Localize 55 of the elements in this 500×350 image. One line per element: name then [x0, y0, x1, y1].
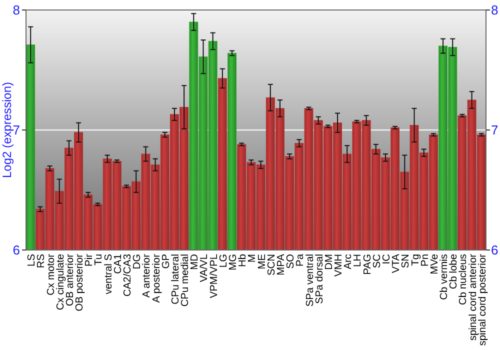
- x-tick-label: ME: [256, 254, 268, 270]
- x-tick-label: CPu medial: [180, 254, 192, 307]
- x-tick-label: Tg: [410, 254, 422, 266]
- x-tick-label: IC: [381, 254, 392, 264]
- x-tick-label: GP: [160, 254, 172, 269]
- x-tick-label: Cb vermis: [439, 254, 450, 300]
- x-tick-label: Cx motor: [46, 253, 57, 296]
- x-tick-label: VA/VL: [199, 254, 210, 282]
- x-tick-label: Pn: [420, 254, 431, 266]
- x-tick-label: M: [247, 254, 258, 262]
- x-tick-label: Arc: [343, 254, 354, 270]
- y-tick-label: 8: [12, 2, 20, 18]
- x-tick-label: spinal cord anterior: [468, 253, 479, 341]
- x-tick-label: MG: [228, 254, 240, 270]
- y-axis-title: Log2 (expression): [0, 82, 14, 178]
- x-tick-label: ventral S: [103, 254, 114, 294]
- x-tick-label: DG: [132, 254, 144, 270]
- x-tick-label: Tu: [94, 254, 105, 266]
- x-tick-label: CA1: [112, 254, 124, 274]
- x-tick-label: LH: [352, 254, 364, 268]
- x-tick-label: Cb nucleus: [458, 254, 470, 305]
- x-tick-label: SPa ventral: [304, 254, 316, 307]
- x-tick-label: SC: [372, 254, 383, 268]
- x-tick-label: VTA: [391, 254, 402, 274]
- x-tick-label: Cb lobe: [448, 254, 460, 290]
- x-tick-label: A posterior: [151, 253, 162, 303]
- y2-tick-label: 6: [491, 242, 498, 258]
- x-tick-label: LG: [218, 254, 230, 268]
- x-tick-label: SO: [286, 254, 297, 269]
- x-tick-label: LS: [26, 254, 38, 266]
- x-tick-label: A anterior: [142, 253, 153, 298]
- x-tick-label: VPM/VPL: [208, 254, 220, 298]
- y-tick-label: 6: [12, 242, 20, 258]
- x-tick-label: MPA: [276, 254, 287, 276]
- x-tick-label: RS: [36, 254, 48, 268]
- x-tick-label: CPu lateral: [170, 254, 182, 304]
- x-tick-label: MVe: [429, 254, 440, 274]
- y-tick-label: 7: [12, 122, 20, 138]
- x-tick-label: CA2/CA3: [122, 254, 134, 296]
- x-tick-label: PAG: [362, 254, 374, 275]
- x-tick-label: Pa: [295, 254, 306, 266]
- x-tick-label: OB posterior: [74, 253, 86, 312]
- y2-tick-label: 8: [491, 2, 498, 18]
- x-tick-label: VMH: [334, 254, 345, 277]
- x-tick-label: DM: [324, 254, 335, 270]
- x-tick-label: Pir: [84, 253, 96, 266]
- x-tick-label: SCN: [266, 254, 278, 276]
- x-tick-label: Hb: [238, 254, 249, 268]
- x-tick-label: MD: [190, 254, 201, 270]
- y2-tick-label: 7: [491, 122, 498, 138]
- x-tick-label: spinal cord posterior: [477, 253, 488, 346]
- x-tick-label: SN: [400, 254, 412, 268]
- x-tick-label: SPa dorsal: [314, 254, 326, 304]
- x-tick-label: OB anterior: [64, 253, 76, 306]
- x-tick-label: Cx cingulate: [55, 254, 66, 310]
